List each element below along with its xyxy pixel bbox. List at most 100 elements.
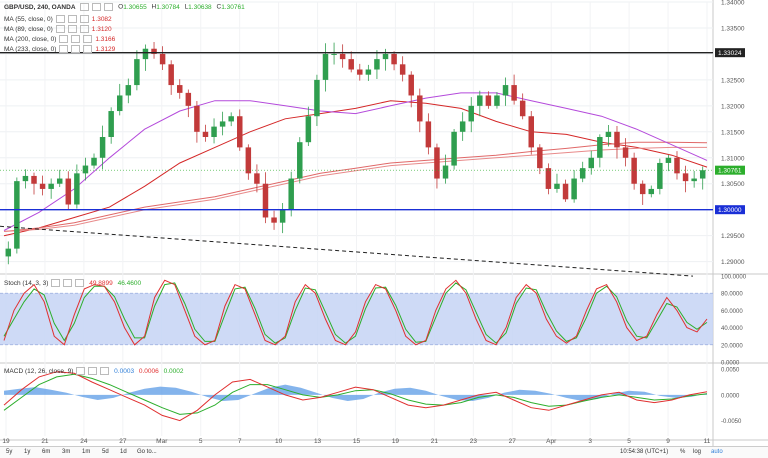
trading-chart[interactable]: 1.340001.335001.330001.325001.320001.315… [0, 0, 768, 446]
candlesticks [5, 41, 706, 265]
candle-body [297, 142, 303, 179]
candle-body [245, 147, 252, 174]
date-tick-label: 5 [199, 438, 203, 445]
range-1m[interactable]: 1m [82, 449, 91, 455]
axes: 1.340001.335001.330001.325001.320001.315… [2, 0, 746, 445]
range-5d[interactable]: 5d [102, 449, 109, 455]
candle-body [48, 183, 54, 189]
settings-icon[interactable] [59, 35, 69, 43]
stoch-tick-label: 0.0000 [721, 361, 740, 367]
ohlc-low-label: L [184, 3, 189, 11]
candle-body [228, 116, 234, 122]
date-tick-label: 11 [704, 438, 711, 445]
candle-body [648, 188, 655, 195]
date-tick-label: 19 [392, 438, 400, 445]
grid [0, 0, 768, 446]
ohlc-open: 1.30655 [123, 3, 147, 11]
close-icon[interactable] [83, 45, 93, 53]
close-icon[interactable] [100, 367, 110, 375]
date-tick-label: 27 [119, 438, 127, 445]
ma-legend-1[interactable]: MA (89, close, 0) 1.3120 [4, 25, 115, 33]
ma-legend-2[interactable]: MA (200, close, 0) 1.3166 [4, 35, 118, 43]
settings-icon[interactable] [55, 25, 65, 33]
stoch-legend[interactable]: Stoch (14, 3, 3) 49.8899 46.4600 [4, 279, 144, 287]
candle-body [254, 173, 260, 184]
date-tick-label: Apr [546, 438, 557, 445]
visibility-icon[interactable] [63, 279, 73, 287]
candle-body [382, 53, 389, 60]
candle-body [314, 79, 320, 117]
range-6m[interactable]: 6m [42, 449, 51, 455]
date-tick-label: 27 [509, 438, 517, 445]
candle-body [142, 48, 149, 60]
candle-body [417, 95, 423, 122]
settings-icon[interactable] [55, 15, 65, 23]
candle-body [159, 53, 166, 65]
macd-line [3, 371, 708, 422]
horizontal-levels[interactable] [0, 51, 713, 277]
ma-legend-3[interactable]: MA (233, close, 0) 1.3129 [4, 45, 118, 53]
log-toggle[interactable]: log [693, 449, 702, 455]
candle-body [434, 147, 440, 179]
ohlc-high-label: H [151, 3, 157, 11]
visibility-icon[interactable] [92, 3, 102, 11]
candle-body [357, 69, 363, 75]
percent-toggle[interactable]: % [680, 449, 686, 455]
date-tick-label: 24 [80, 438, 88, 445]
price-tag [715, 165, 745, 175]
close-icon[interactable] [83, 35, 93, 43]
ma-legend-value: 1.3129 [95, 45, 116, 53]
price-tag-label: 1.30761 [718, 168, 742, 175]
ma-legend-0[interactable]: MA (55, close, 0) 1.3082 [4, 15, 115, 23]
candle-body [485, 95, 492, 106]
range-3m[interactable]: 3m [62, 449, 71, 455]
candle-body [502, 85, 509, 96]
candle-body [537, 147, 543, 169]
date-tick-label: 19 [2, 438, 10, 445]
candle-body [271, 217, 277, 223]
candle-body [185, 92, 192, 106]
close-icon[interactable] [75, 279, 85, 287]
candle-body [262, 183, 269, 218]
range-5y[interactable]: 5y [6, 449, 13, 455]
candle-body [374, 59, 380, 70]
price-tick-label: 1.29500 [721, 233, 745, 240]
ohlc-close: 1.30761 [221, 3, 245, 11]
candle-body [442, 165, 449, 179]
candle-body [39, 183, 46, 189]
price-tick-label: 1.30500 [721, 181, 745, 188]
moving-averages [3, 92, 708, 237]
ma-legend-value: 1.3166 [95, 35, 116, 43]
auto-toggle[interactable]: auto [711, 449, 723, 455]
visibility-icon[interactable] [71, 45, 81, 53]
candle-body [451, 131, 457, 166]
visibility-icon[interactable] [67, 25, 77, 33]
macd-signal-value: 0.0002 [163, 367, 184, 375]
candle-body [408, 74, 414, 96]
close-icon[interactable] [79, 25, 89, 33]
dashed-trendline [0, 225, 694, 277]
candle-body [399, 64, 406, 75]
candle-body [279, 209, 286, 223]
macd-value: 0.0006 [138, 367, 159, 375]
candle-body [91, 157, 97, 166]
candle-body [545, 168, 552, 189]
range-1y[interactable]: 1y [24, 449, 31, 455]
settings-icon[interactable] [76, 367, 86, 375]
macd-legend[interactable]: MACD (12, 26, close, 9) 0.0003 0.0006 0.… [4, 367, 186, 375]
settings-icon[interactable] [51, 279, 61, 287]
close-icon[interactable] [104, 3, 114, 11]
settings-icon[interactable] [80, 3, 90, 11]
visibility-icon[interactable] [71, 35, 81, 43]
candle-body [588, 157, 595, 169]
settings-icon[interactable] [59, 45, 69, 53]
range-1d[interactable]: 1d [120, 449, 127, 455]
macd-histogram [4, 384, 707, 401]
visibility-icon[interactable] [67, 15, 77, 23]
candle-body [31, 175, 37, 184]
close-icon[interactable] [79, 15, 89, 23]
stoch-legend-label: Stoch (14, 3, 3) [4, 279, 49, 287]
goto-date-button[interactable]: Go to... [137, 449, 157, 455]
visibility-icon[interactable] [88, 367, 98, 375]
candle-body [691, 178, 697, 182]
